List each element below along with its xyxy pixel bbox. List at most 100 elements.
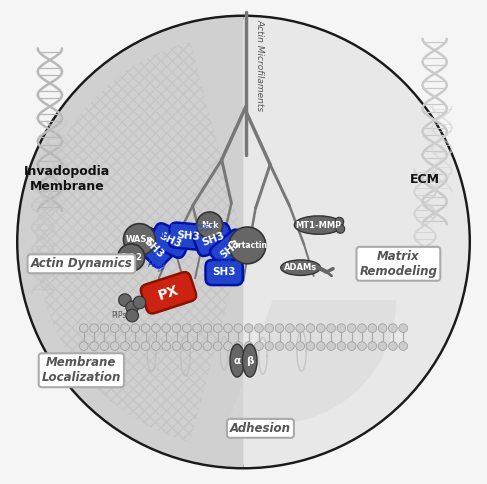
Circle shape — [336, 225, 345, 233]
Circle shape — [162, 342, 170, 350]
Circle shape — [126, 309, 138, 322]
Circle shape — [347, 342, 356, 350]
Circle shape — [90, 324, 98, 333]
Text: MT1-MMP: MT1-MMP — [296, 221, 342, 229]
FancyBboxPatch shape — [210, 229, 250, 268]
Text: PIPs: PIPs — [111, 311, 126, 320]
Text: Nck: Nck — [201, 221, 219, 229]
Wedge shape — [244, 17, 468, 467]
Circle shape — [193, 324, 202, 333]
Circle shape — [255, 342, 263, 350]
Circle shape — [337, 324, 346, 333]
Circle shape — [213, 342, 222, 350]
Circle shape — [368, 324, 376, 333]
Circle shape — [183, 324, 191, 333]
Text: Matrix
Remodeling: Matrix Remodeling — [359, 250, 437, 278]
Circle shape — [389, 342, 397, 350]
Circle shape — [131, 324, 140, 333]
Text: PRM: PRM — [170, 225, 187, 233]
Circle shape — [234, 342, 243, 350]
Circle shape — [121, 342, 130, 350]
Ellipse shape — [230, 344, 244, 377]
Circle shape — [265, 342, 274, 350]
Circle shape — [126, 301, 138, 314]
Circle shape — [121, 324, 130, 333]
FancyBboxPatch shape — [134, 228, 174, 268]
Circle shape — [151, 324, 160, 333]
Circle shape — [399, 324, 408, 333]
FancyBboxPatch shape — [206, 260, 243, 285]
Text: PRM: PRM — [147, 256, 164, 274]
Circle shape — [368, 342, 376, 350]
Circle shape — [90, 342, 98, 350]
Ellipse shape — [243, 344, 257, 377]
Text: SH3: SH3 — [201, 231, 226, 248]
Circle shape — [124, 224, 155, 256]
Text: SH3: SH3 — [212, 268, 236, 277]
Circle shape — [357, 342, 366, 350]
Circle shape — [347, 324, 356, 333]
Circle shape — [79, 324, 88, 333]
Circle shape — [118, 244, 145, 271]
Circle shape — [285, 342, 294, 350]
Circle shape — [19, 17, 468, 467]
FancyBboxPatch shape — [141, 272, 196, 314]
Circle shape — [193, 342, 202, 350]
Circle shape — [172, 342, 181, 350]
Circle shape — [224, 342, 232, 350]
Circle shape — [224, 324, 232, 333]
Text: SH3: SH3 — [176, 230, 200, 242]
Circle shape — [111, 342, 119, 350]
Circle shape — [244, 342, 253, 350]
Circle shape — [162, 324, 170, 333]
Text: PRM: PRM — [147, 260, 166, 269]
Circle shape — [306, 324, 315, 333]
Circle shape — [131, 342, 140, 350]
Circle shape — [306, 342, 315, 350]
Circle shape — [296, 324, 304, 333]
Circle shape — [172, 324, 181, 333]
Circle shape — [389, 324, 397, 333]
Circle shape — [317, 342, 325, 350]
Circle shape — [111, 324, 119, 333]
Circle shape — [378, 324, 387, 333]
Circle shape — [275, 342, 284, 350]
Text: Grb2: Grb2 — [120, 253, 143, 262]
Wedge shape — [19, 17, 244, 467]
Wedge shape — [230, 300, 396, 424]
Ellipse shape — [294, 216, 343, 234]
Circle shape — [141, 342, 150, 350]
Circle shape — [275, 324, 284, 333]
Circle shape — [119, 294, 131, 306]
Text: EH: EH — [162, 231, 173, 240]
Text: Actin Microfilaments: Actin Microfilaments — [256, 19, 265, 111]
Circle shape — [296, 342, 304, 350]
Text: ECM: ECM — [410, 173, 440, 185]
Circle shape — [399, 342, 408, 350]
Circle shape — [265, 324, 274, 333]
Circle shape — [327, 324, 336, 333]
Circle shape — [100, 324, 109, 333]
Circle shape — [234, 324, 243, 333]
Text: Invadopodia
Membrane: Invadopodia Membrane — [24, 165, 110, 193]
Text: PX: PX — [156, 283, 181, 302]
Text: pY557: pY557 — [190, 225, 214, 233]
Text: Adhesion: Adhesion — [230, 422, 291, 435]
Circle shape — [100, 342, 109, 350]
Text: ADAMs: ADAMs — [284, 263, 317, 272]
Circle shape — [203, 342, 212, 350]
Text: SH3: SH3 — [142, 236, 166, 259]
Text: WASp: WASp — [126, 235, 153, 244]
Text: SH3: SH3 — [218, 237, 242, 260]
Text: Cortactin: Cortactin — [227, 241, 267, 250]
Circle shape — [285, 324, 294, 333]
Text: β: β — [246, 356, 254, 365]
Text: Actin Dynamics: Actin Dynamics — [31, 257, 132, 270]
Circle shape — [327, 342, 336, 350]
FancyBboxPatch shape — [150, 223, 190, 258]
Text: PRM: PRM — [213, 252, 232, 269]
Circle shape — [317, 324, 325, 333]
Circle shape — [183, 342, 191, 350]
Circle shape — [151, 342, 160, 350]
Text: SH3: SH3 — [157, 231, 183, 250]
